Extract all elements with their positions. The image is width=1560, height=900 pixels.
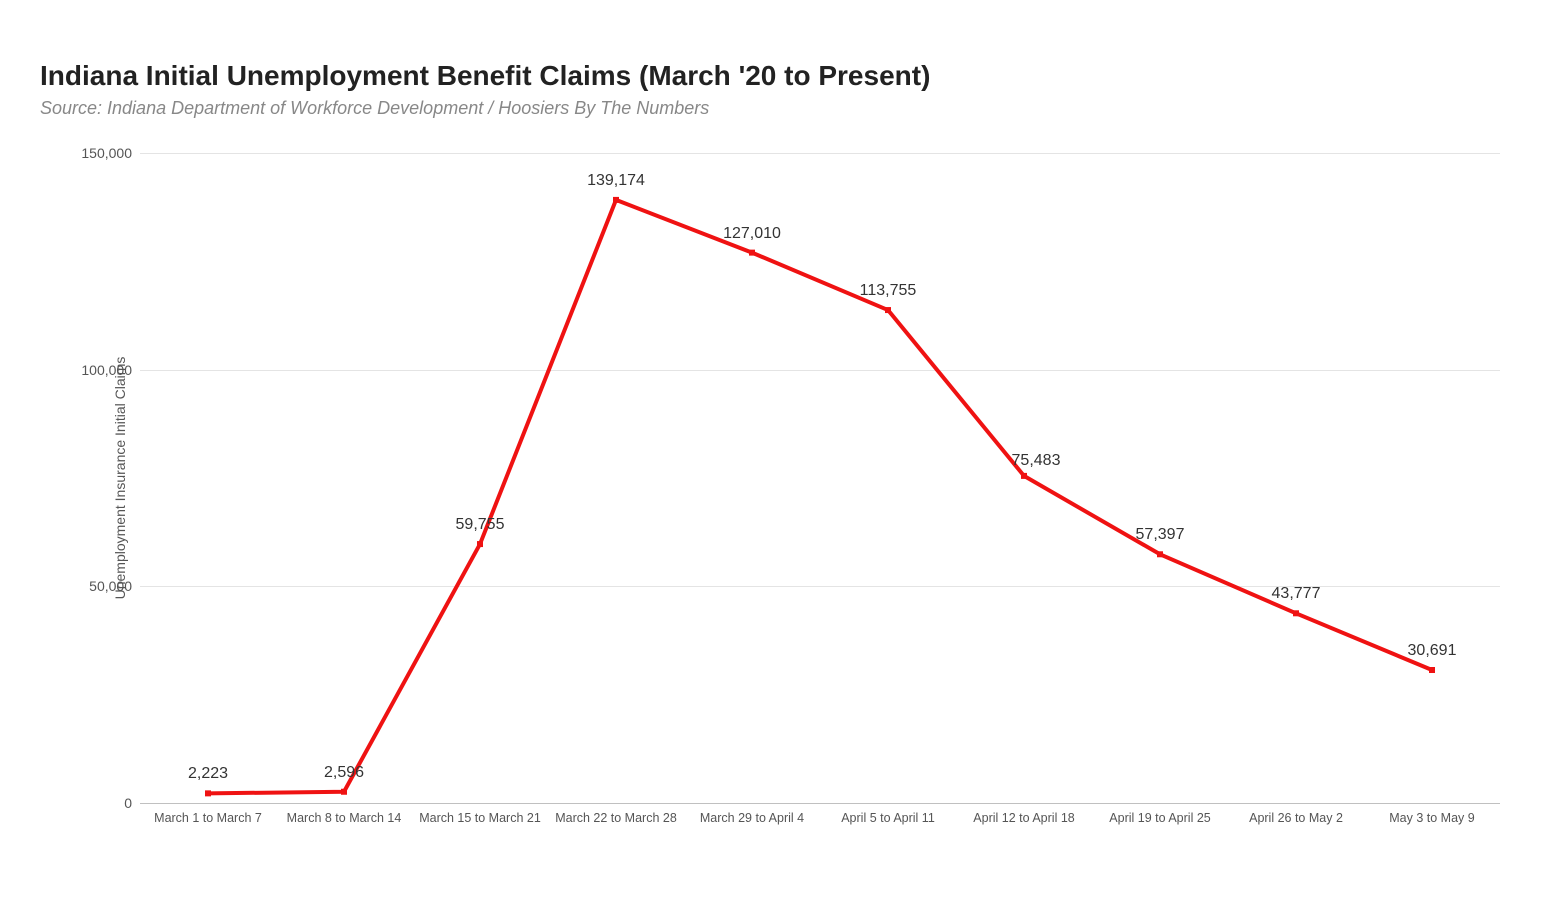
x-tick-label: April 19 to April 25 [1109, 803, 1210, 825]
data-marker [1293, 610, 1299, 616]
data-point-label: 57,397 [1136, 526, 1185, 544]
line-chart-svg [140, 153, 1500, 803]
data-point-label: 2,223 [188, 765, 228, 783]
chart-subtitle: Source: Indiana Department of Workforce … [40, 98, 1520, 119]
inner-plot: Unemployment Insurance Initial Claims 05… [140, 153, 1500, 803]
data-point-label: 113,755 [860, 282, 917, 300]
x-tick-label: April 5 to April 11 [841, 803, 935, 825]
x-tick-label: March 15 to March 21 [419, 803, 541, 825]
x-tick-label: March 1 to March 7 [154, 803, 262, 825]
x-tick-label: March 22 to March 28 [555, 803, 677, 825]
data-marker [341, 789, 347, 795]
data-marker [749, 250, 755, 256]
chart-title: Indiana Initial Unemployment Benefit Cla… [40, 60, 1520, 92]
data-point-label: 127,010 [723, 225, 781, 243]
data-marker [613, 197, 619, 203]
y-axis-title: Unemployment Insurance Initial Claims [112, 357, 128, 600]
x-tick-label: April 26 to May 2 [1249, 803, 1343, 825]
data-point-label: 139,174 [587, 172, 645, 190]
data-marker [885, 307, 891, 313]
data-point-label: 59,755 [456, 516, 505, 534]
data-point-label: 75,483 [1012, 452, 1061, 470]
data-marker [1157, 551, 1163, 557]
y-tick-label: 150,000 [81, 145, 140, 161]
data-marker [205, 790, 211, 796]
x-tick-label: May 3 to May 9 [1389, 803, 1474, 825]
data-point-label: 30,691 [1408, 642, 1457, 660]
y-tick-label: 100,000 [81, 362, 140, 378]
y-tick-label: 50,000 [89, 578, 140, 594]
data-marker [477, 541, 483, 547]
data-marker [1021, 473, 1027, 479]
data-point-label: 2,596 [324, 764, 364, 782]
plot-area: Unemployment Insurance Initial Claims 0 5… [40, 143, 1520, 843]
x-tick-label: March 29 to April 4 [700, 803, 804, 825]
data-marker [1429, 667, 1435, 673]
x-tick-label: April 12 to April 18 [973, 803, 1074, 825]
x-tick-label: March 8 to March 14 [287, 803, 402, 825]
data-line [208, 200, 1432, 793]
y-tick-label: 0 [124, 795, 140, 811]
chart-container: Indiana Initial Unemployment Benefit Cla… [0, 0, 1560, 900]
data-point-label: 43,777 [1272, 585, 1321, 603]
